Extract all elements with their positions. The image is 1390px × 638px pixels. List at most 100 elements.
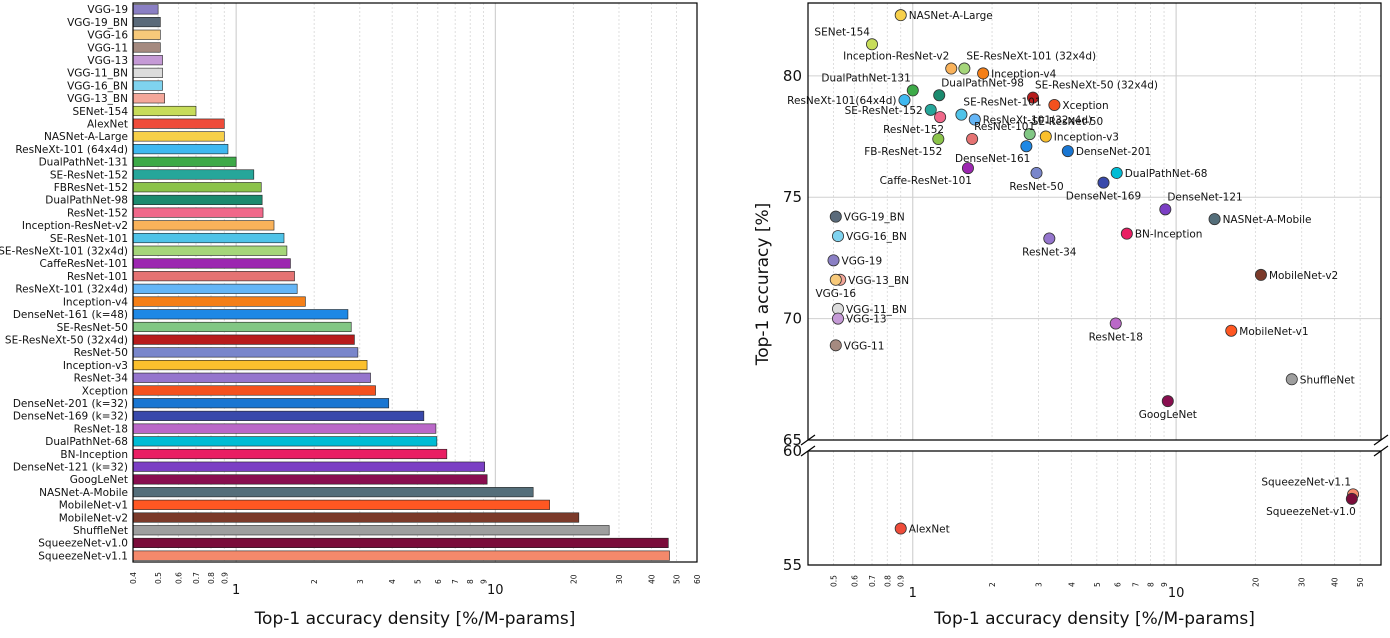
- scatter-point-label: VGG-19: [842, 255, 883, 267]
- bar: [132, 347, 359, 358]
- scatter-point-label: VGG-13_BN: [848, 275, 909, 287]
- scatter-point: [1048, 98, 1061, 111]
- scatter-point-label: ResNeXt-101(64x4d): [787, 95, 896, 107]
- bar-category-label: ResNet-50: [74, 347, 128, 359]
- bar: [132, 169, 255, 180]
- scatter-point: [906, 84, 919, 97]
- scatter-x-minor-tick-label: 4: [1067, 582, 1076, 587]
- bar: [132, 42, 161, 53]
- bar: [132, 4, 159, 15]
- bar: [132, 360, 368, 371]
- scatter-x-minor-tick-label: 3: [1034, 582, 1043, 587]
- bar-category-label: NASNet-A-Large: [44, 131, 128, 143]
- scatter-point-label: ResNet-34: [1022, 246, 1077, 258]
- axis-break-mark: [800, 445, 816, 457]
- bar-x-minor-tick-label: 60: [693, 574, 702, 584]
- bar-category-label: DualPathNet-68: [45, 436, 128, 448]
- scatter-x-axis-label: Top-1 accuracy density [%/M-params]: [933, 609, 1255, 629]
- bar: [132, 17, 161, 28]
- bar-x-axis-label: Top-1 accuracy density [%/M-params]: [254, 609, 576, 629]
- bar: [132, 245, 288, 256]
- scatter-y-tick-label: 70: [783, 310, 802, 328]
- scatter-point-label: BN-Inception: [1135, 229, 1203, 241]
- bar-x-minor-tick-label: 6: [434, 579, 443, 584]
- scatter-point-label: SE-ResNet-152: [845, 105, 923, 117]
- bar: [132, 258, 291, 269]
- scatter-point-label: DenseNet-201: [1076, 146, 1151, 158]
- scatter-point: [898, 94, 911, 107]
- bar-category-label: Inception-v3: [63, 360, 128, 372]
- bar-chart: 0.4 0.5 0.6 0.7 0.8 0.9 2 3 4 5 6 7 8 9 20 30 40 50 60 1 10 V…: [0, 2, 702, 629]
- bar: [132, 296, 306, 307]
- scatter-point: [829, 339, 842, 352]
- scatter-x-minor-tick-label: 6: [1114, 582, 1123, 587]
- bar-category-label: SE-ResNeXt-50 (32x4d): [5, 334, 128, 346]
- scatter-point-label: SE-ResNet-101: [963, 97, 1041, 109]
- bar: [132, 398, 390, 409]
- scatter-x-major-tick-label: 10: [1168, 586, 1185, 601]
- bar: [132, 220, 275, 231]
- scatter-point: [966, 132, 979, 145]
- bar: [132, 512, 580, 523]
- bar: [132, 271, 295, 282]
- bar-category-label: ResNet-152: [67, 207, 128, 219]
- bar: [132, 436, 438, 447]
- scatter-point-label: VGG-11: [844, 340, 885, 352]
- bar-category-label: GoogLeNet: [70, 474, 128, 486]
- scatter-point: [934, 111, 947, 124]
- scatter-point: [894, 9, 907, 22]
- scatter-y-tick-label: 60: [783, 442, 802, 460]
- bar-category-label: ResNeXt-101 (64x4d): [15, 144, 128, 156]
- scatter-point-label: GoogLeNet: [1139, 409, 1197, 421]
- bar: [132, 525, 610, 536]
- bar-category-label: ResNet-101: [67, 271, 128, 283]
- scatter-point-label: ResNet-18: [1089, 331, 1143, 343]
- bar-x-minor-tick-label: 7: [451, 579, 460, 584]
- scatter-point-label: DenseNet-169: [1066, 191, 1141, 203]
- bar-category-label: Inception-v4: [63, 296, 128, 308]
- bar-category-label: DualPathNet-131: [39, 157, 128, 169]
- scatter-point: [829, 273, 842, 286]
- scatter-x-minor-tick-label: 2: [988, 582, 997, 587]
- scatter-point-label: DualPathNet-131: [821, 72, 910, 84]
- bar-category-label: Inception-ResNet-v2: [22, 220, 128, 232]
- bar: [132, 144, 229, 155]
- bar-x-minor-tick-label: 4: [388, 579, 397, 584]
- scatter-point: [827, 254, 840, 267]
- bar: [132, 321, 352, 333]
- scatter-point-label: VGG-16: [815, 288, 856, 300]
- scatter-point-label: VGG-11_BN: [846, 304, 907, 316]
- bar-x-minor-tick-label: 50: [672, 574, 681, 584]
- scatter-point-label: ResNet-50: [1009, 181, 1063, 193]
- bar-category-label: DenseNet-201 (k=32): [13, 398, 128, 410]
- bar: [132, 537, 669, 548]
- scatter-point-label: Caffe-ResNet-101: [880, 175, 972, 187]
- bar-category-label: MobileNet-v2: [59, 512, 128, 524]
- bar: [132, 334, 355, 345]
- bar: [132, 105, 197, 117]
- bar: [132, 461, 486, 472]
- scatter-chart: 0.5 0.6 0.7 0.8 0.9 2 3 4 5 6 7 8 9 20 30 40 50 1 10 65 70 75…: [753, 2, 1389, 629]
- scatter-x-minor-tick-label: 0.6: [850, 575, 859, 587]
- scatter-point-label: VGG-19_BN: [844, 212, 905, 224]
- scatter-point: [832, 230, 845, 243]
- scatter-x-minor-tick-label: 30: [1298, 577, 1307, 587]
- bar-x-minor-tick-label: 20: [569, 574, 578, 584]
- scatter-point-label: VGG-13: [846, 314, 887, 326]
- bar-category-label: VGG-13_BN: [67, 93, 128, 105]
- scatter-point: [1285, 373, 1298, 386]
- scatter-x-minor-tick-label: 5: [1093, 582, 1102, 587]
- bar: [132, 410, 425, 421]
- bar: [132, 67, 163, 78]
- scatter-x-minor-tick-label: 8: [1147, 582, 1156, 587]
- bar-x-minor-tick-label: 8: [466, 579, 475, 584]
- bar-x-minor-tick-label: 0.4: [129, 572, 138, 584]
- bar-x-minor-tick-label: 9: [479, 579, 488, 584]
- scatter-point: [829, 210, 842, 223]
- scatter-point-label: MobileNet-v2: [1269, 270, 1338, 282]
- axis-break-mark: [800, 434, 816, 446]
- scatter-lower-frame: [807, 451, 1382, 566]
- scatter-point: [932, 132, 945, 145]
- scatter-point: [1345, 492, 1358, 505]
